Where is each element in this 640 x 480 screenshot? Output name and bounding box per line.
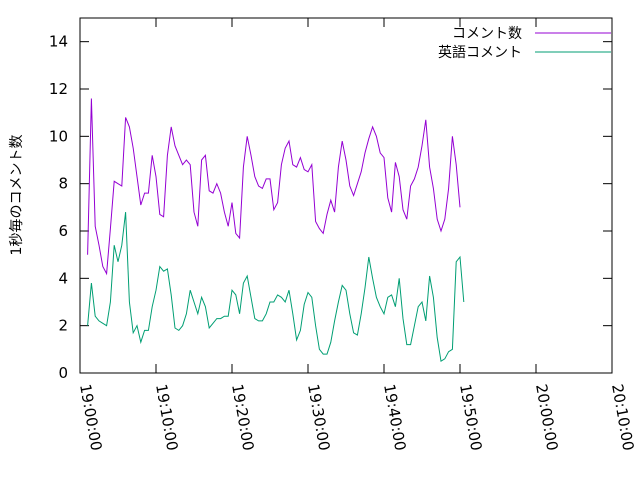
y-tick-label: 2 [58, 317, 68, 335]
y-tick-label: 0 [58, 364, 68, 382]
legend-label: コメント数 [452, 26, 522, 42]
y-tick-label: 14 [49, 33, 68, 51]
y-axis: 0 2 4 6 8 10 12 14 [49, 33, 612, 382]
plot-frame [79, 17, 613, 374]
legend-label: 英語コメント [438, 44, 522, 61]
x-tick-label: 19:40:00 [380, 383, 409, 452]
x-tick-label: 19:00:00 [76, 383, 105, 452]
x-tick-label: 20:00:00 [532, 383, 561, 452]
series-group [87, 98, 465, 363]
x-tick-label: 20:10:00 [608, 383, 637, 452]
y-tick-label: 6 [58, 222, 68, 240]
series-line-2 [87, 212, 465, 363]
x-tick-label: 19:50:00 [456, 383, 485, 452]
y-tick-label: 4 [58, 269, 68, 287]
x-tick-label: 19:20:00 [228, 383, 257, 452]
y-tick-label: 8 [58, 175, 68, 193]
y-tick-label: 12 [49, 80, 68, 98]
x-axis: 19:00:00 19:10:00 19:20:00 19:30:00 19:40:00… [76, 18, 637, 452]
y-tick-label: 10 [49, 127, 68, 145]
series-line-1 [87, 98, 461, 276]
y-axis-label: 1秒毎のコメント数 [9, 135, 25, 256]
x-tick-label: 19:10:00 [152, 383, 181, 452]
x-tick-label: 19:30:00 [304, 383, 333, 452]
